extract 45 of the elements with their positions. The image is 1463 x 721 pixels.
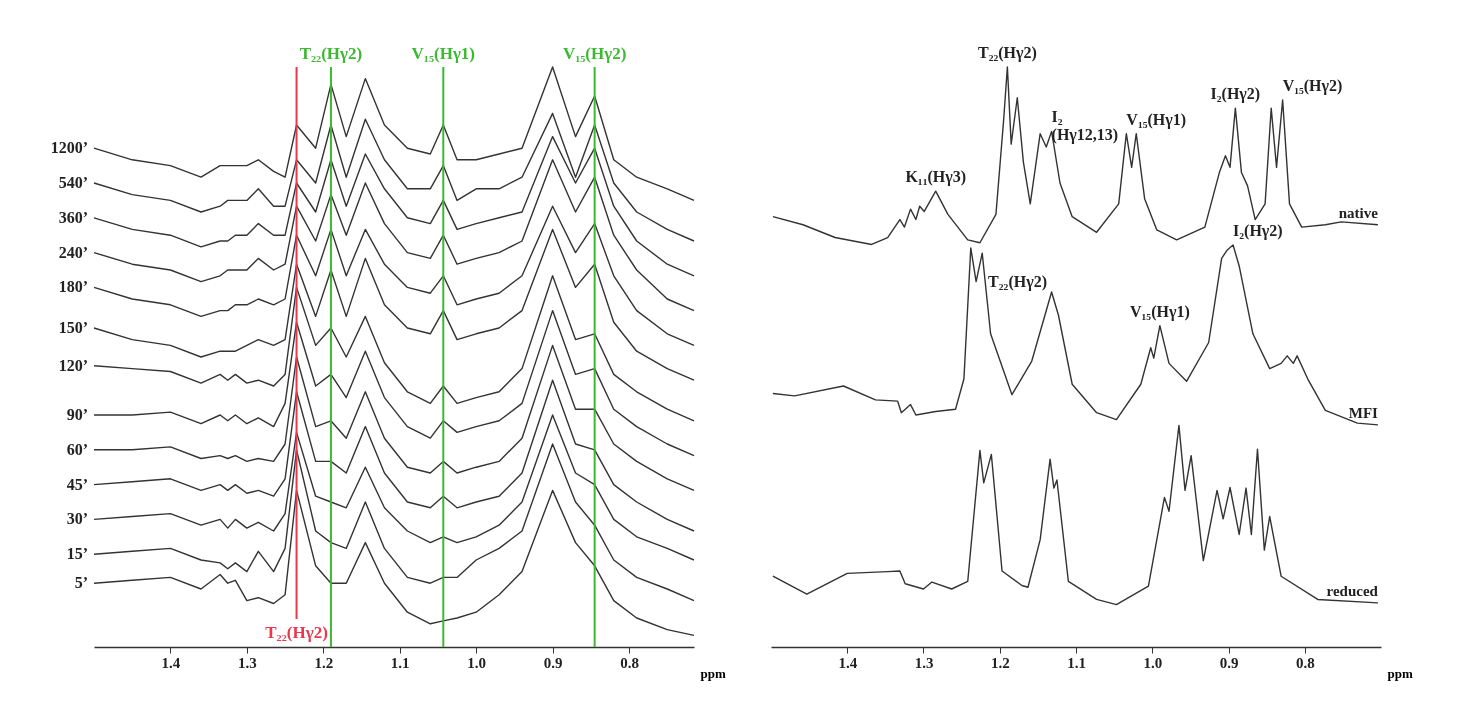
- series-label: 45’: [66, 475, 88, 493]
- x-tick-label: 1.1: [390, 654, 410, 671]
- annotation: V₁₅(Hγ1): [1126, 110, 1187, 129]
- series-label: 5’: [74, 574, 88, 592]
- x-tick-label: 0.9: [1219, 654, 1239, 671]
- x-tick-label: 1.2: [990, 654, 1010, 671]
- x-tick-label: 0.8: [1295, 654, 1315, 671]
- series-label: 90’: [66, 406, 88, 423]
- annotation: V₁₅(Hγ2): [1282, 77, 1343, 96]
- annotation: I₂(Hγ2): [1210, 85, 1261, 104]
- series-label: native: [1338, 204, 1379, 221]
- series-label: 15’: [66, 545, 88, 563]
- x-axis-title: ppm: [1387, 665, 1413, 681]
- x-axis-title: ppm: [700, 665, 726, 681]
- x-tick-label: 1.3: [237, 654, 257, 671]
- ref-line-label: T₂₂(Hγ2): [299, 44, 363, 63]
- x-tick-label: 0.8: [620, 654, 639, 671]
- annotation: T₂₂(Hγ2): [988, 272, 1047, 291]
- annotation: I₂(Hγ2): [1233, 222, 1283, 241]
- annotation: V₁₅(Hγ1): [1130, 302, 1190, 321]
- series-label: reduced: [1326, 582, 1379, 599]
- x-tick-label: 1.0: [467, 654, 487, 671]
- x-tick-label: 1.2: [314, 654, 334, 671]
- series-label: 360’: [58, 208, 88, 226]
- x-tick-label: 0.9: [543, 654, 563, 671]
- x-tick-label: 1.1: [1067, 654, 1086, 671]
- series-label: 240’: [58, 243, 88, 261]
- series-label: MFI: [1348, 404, 1379, 421]
- annotation: K₁₁(Hγ3): [905, 168, 967, 187]
- annotation: T₂₂(Hγ2): [977, 44, 1037, 62]
- series-label: 540’: [58, 174, 88, 191]
- series-label: 30’: [66, 510, 88, 528]
- x-tick-label: 1.0: [1143, 654, 1163, 671]
- ref-line-label: V₁₅(Hγ1): [411, 44, 476, 63]
- x-tick-label: 1.3: [914, 654, 934, 671]
- series-label: 180’: [58, 278, 88, 296]
- series-label: 150’: [58, 319, 88, 336]
- x-tick-label: 1.4: [161, 654, 181, 671]
- annotation: I₂ (Hγ12,13): [1051, 108, 1119, 145]
- x-tick-label: 1.4: [838, 654, 858, 671]
- series-label: 60’: [66, 440, 88, 458]
- series-label: 1200’: [50, 139, 88, 157]
- ref-line-label: V₁₅(Hγ2): [562, 44, 627, 63]
- ref-line-label: T₂₂(Hγ2): [265, 623, 328, 642]
- series-label: 120’: [58, 356, 88, 374]
